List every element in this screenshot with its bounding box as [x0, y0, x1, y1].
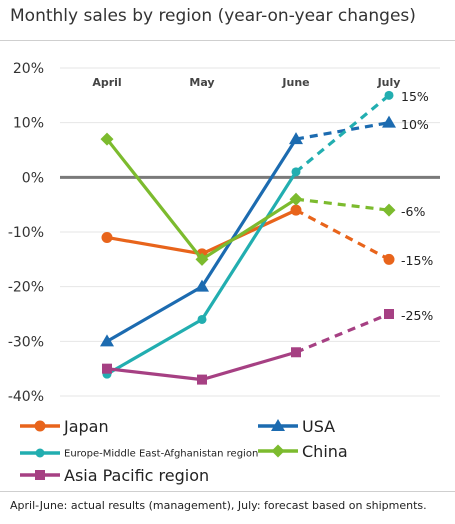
end-value-label: -6% — [401, 204, 425, 219]
series-line-forecast — [295, 312, 390, 354]
legend-label: Asia Pacific region — [64, 466, 209, 485]
legend: Japan USA Europe-Middle East-Afghanistan r… — [20, 417, 348, 485]
data-point — [197, 314, 207, 324]
data-point — [100, 334, 114, 347]
data-point — [195, 252, 209, 266]
footnote: April-June: actual results (management),… — [10, 499, 427, 512]
x-axis: April May June July — [92, 76, 400, 89]
data-point — [101, 231, 113, 243]
legend-marker — [34, 420, 46, 432]
data-point — [384, 309, 394, 319]
legend-marker — [271, 444, 285, 458]
data-point — [289, 192, 303, 206]
data-point — [195, 279, 209, 292]
data-point — [291, 167, 301, 177]
legend-label: USA — [302, 417, 335, 436]
series-line-actual — [106, 171, 298, 376]
data-point — [197, 374, 207, 385]
data-point — [383, 253, 395, 265]
legend-label: Europe-Middle East-Afghanistan region — [64, 449, 258, 460]
y-axis: 20% 10% 0% -10% -20% -30% -40% — [8, 61, 44, 405]
legend-label: Japan — [63, 417, 109, 436]
chart-title: Monthly sales by region (year-on-year ch… — [10, 6, 416, 26]
data-point — [384, 90, 394, 100]
y-tick-label: 10% — [13, 116, 44, 132]
series-line-forecast — [294, 94, 391, 174]
y-tick-label: -30% — [8, 334, 44, 350]
title-divider — [0, 40, 455, 41]
end-labels: -15% 10% 15% -6% -25% — [401, 89, 433, 323]
series-line-forecast — [295, 121, 390, 141]
end-value-label: -25% — [401, 308, 433, 323]
data-point — [102, 363, 112, 374]
series-line-forecast — [295, 208, 390, 261]
line-chart: 20% 10% 0% -10% -20% -30% -40% April May June Jul… — [8, 61, 440, 485]
series-line-forecast — [295, 197, 390, 212]
data-point — [382, 203, 396, 217]
end-value-label: 10% — [401, 117, 429, 132]
y-tick-label: 0% — [22, 170, 44, 186]
y-tick-label: -20% — [8, 280, 44, 296]
legend-marker — [35, 470, 45, 480]
series-line-actual — [106, 138, 298, 343]
y-tick-label: -40% — [8, 389, 44, 405]
x-tick-label: May — [189, 76, 214, 89]
footnote-divider — [0, 491, 455, 492]
series-lines — [100, 90, 396, 385]
end-value-label: -15% — [401, 253, 433, 268]
data-point — [291, 347, 301, 358]
legend-marker — [35, 448, 45, 458]
data-point — [100, 132, 114, 146]
end-value-label: 15% — [401, 89, 429, 104]
data-point — [290, 204, 302, 216]
x-tick-label: April — [92, 76, 121, 89]
y-tick-label: 20% — [13, 61, 44, 77]
x-tick-label: June — [281, 76, 309, 89]
legend-label: China — [302, 442, 348, 461]
y-tick-label: -10% — [8, 225, 44, 241]
data-point — [382, 115, 396, 128]
legend-marker — [271, 419, 285, 431]
data-point — [289, 132, 303, 145]
x-tick-label: July — [377, 76, 401, 89]
